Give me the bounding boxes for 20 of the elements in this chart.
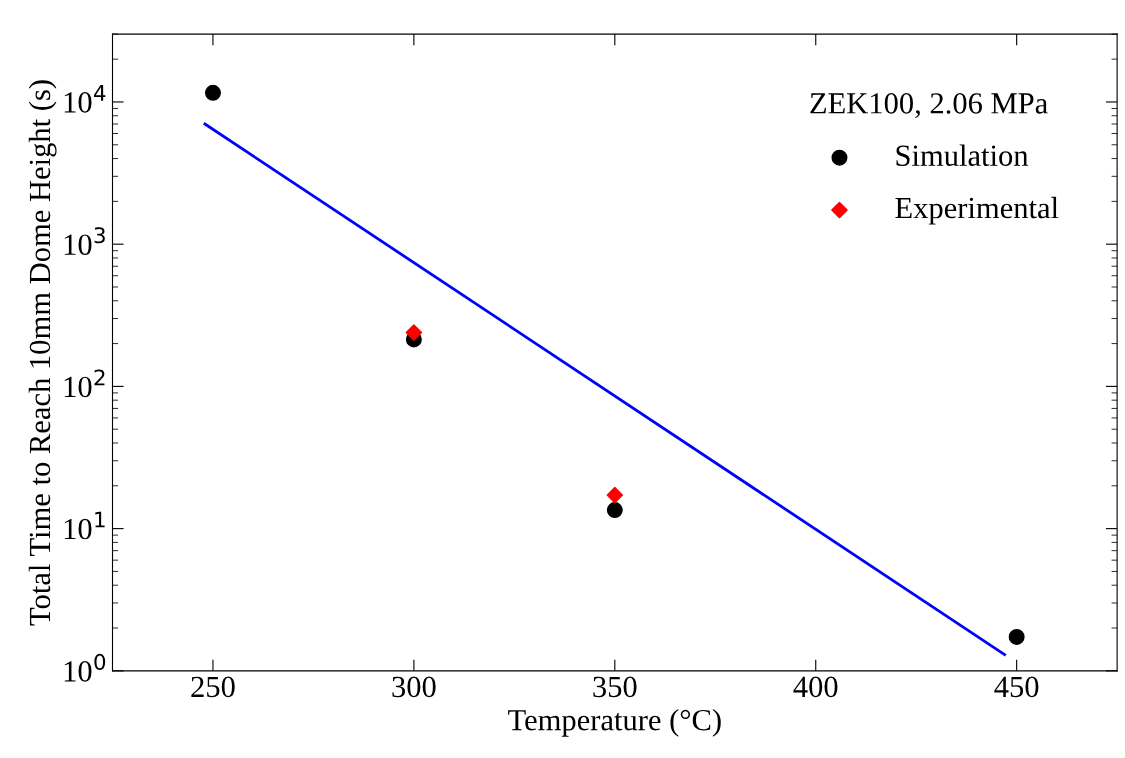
x-tick-label: 350 bbox=[593, 676, 637, 698]
y-tick-label: 10$^{0}$ bbox=[64, 653, 106, 682]
point bbox=[204, 84, 221, 101]
y-tick-label: 10$^{4}$ bbox=[64, 85, 106, 113]
point bbox=[405, 324, 423, 341]
point bbox=[1008, 628, 1025, 645]
x-tick-label: 400 bbox=[793, 676, 838, 698]
point bbox=[606, 502, 623, 519]
y-tick-label: 10$^{1}$ bbox=[64, 511, 105, 540]
legend-label: Experimental bbox=[895, 196, 1059, 225]
y-axis-title: Total Time to Reach 10mm Dome Height (s) bbox=[28, 80, 57, 626]
y-tick-label: 10$^{2}$ bbox=[64, 369, 105, 398]
y-tick-label: 10$^{3}$ bbox=[64, 227, 105, 256]
point bbox=[606, 486, 624, 504]
x-tick-label: 450 bbox=[994, 676, 1039, 698]
legend-title: ZEK100, 2.06 MPa bbox=[810, 93, 1048, 119]
x-axis-title: Temperature (°C) bbox=[508, 708, 721, 737]
x-tick-label: 300 bbox=[392, 676, 436, 698]
x-tick-label: 250 bbox=[191, 676, 235, 698]
legend-label: Simulation bbox=[896, 144, 1029, 167]
